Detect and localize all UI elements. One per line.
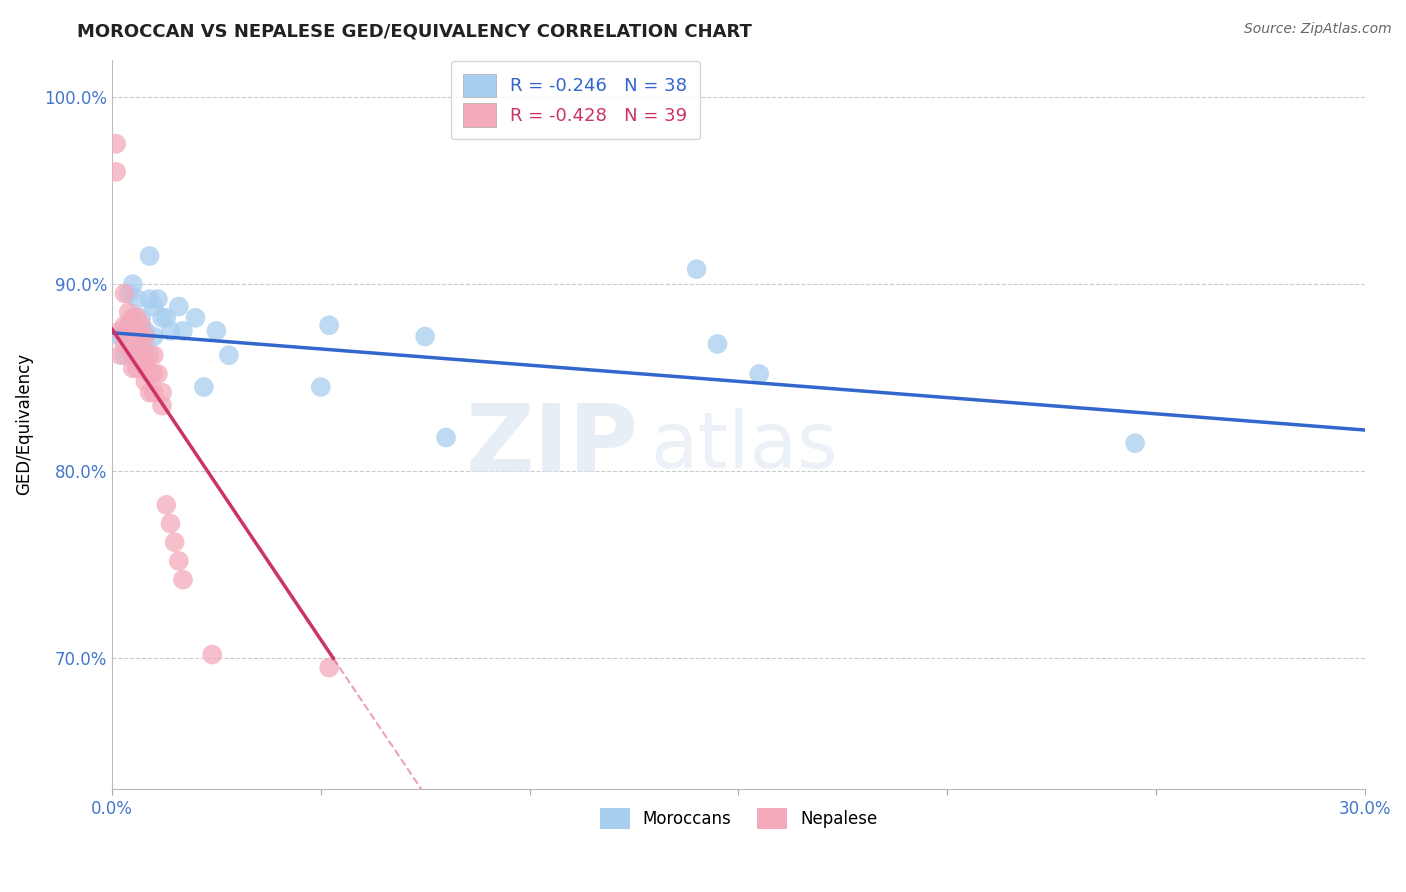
- Point: [121, 361, 143, 376]
- Legend: Moroccans, Nepalese: Moroccans, Nepalese: [593, 801, 884, 836]
- Point: [142, 367, 165, 381]
- Point: [205, 324, 228, 338]
- Text: MOROCCAN VS NEPALESE GED/EQUIVALENCY CORRELATION CHART: MOROCCAN VS NEPALESE GED/EQUIVALENCY COR…: [77, 22, 752, 40]
- Point: [129, 348, 152, 362]
- Point: [125, 348, 148, 362]
- Point: [138, 249, 160, 263]
- Point: [146, 292, 169, 306]
- Point: [434, 430, 457, 444]
- Point: [134, 324, 156, 338]
- Point: [138, 292, 160, 306]
- Point: [142, 329, 165, 343]
- Point: [159, 516, 181, 531]
- Point: [125, 292, 148, 306]
- Point: [150, 399, 173, 413]
- Point: [121, 277, 143, 291]
- Point: [184, 310, 207, 325]
- Point: [150, 385, 173, 400]
- Point: [121, 348, 143, 362]
- Point: [146, 367, 169, 381]
- Point: [118, 305, 141, 319]
- Point: [125, 361, 148, 376]
- Point: [121, 324, 143, 338]
- Point: [110, 348, 132, 362]
- Point: [125, 310, 148, 325]
- Y-axis label: GED/Equivalency: GED/Equivalency: [15, 353, 32, 495]
- Point: [142, 300, 165, 314]
- Point: [118, 329, 141, 343]
- Point: [114, 348, 136, 362]
- Point: [138, 367, 160, 381]
- Point: [150, 310, 173, 325]
- Point: [167, 554, 190, 568]
- Point: [748, 367, 770, 381]
- Point: [129, 324, 152, 338]
- Point: [118, 286, 141, 301]
- Point: [114, 326, 136, 340]
- Text: Source: ZipAtlas.com: Source: ZipAtlas.com: [1244, 22, 1392, 37]
- Point: [172, 573, 194, 587]
- Point: [413, 329, 436, 343]
- Point: [318, 318, 340, 333]
- Text: ZIP: ZIP: [465, 401, 638, 492]
- Point: [110, 329, 132, 343]
- Point: [118, 318, 141, 333]
- Point: [110, 324, 132, 338]
- Point: [138, 348, 160, 362]
- Point: [163, 535, 186, 549]
- Point: [114, 337, 136, 351]
- Point: [134, 375, 156, 389]
- Point: [134, 356, 156, 370]
- Point: [129, 356, 152, 370]
- Point: [125, 329, 148, 343]
- Point: [201, 648, 224, 662]
- Point: [155, 498, 177, 512]
- Point: [134, 337, 156, 351]
- Point: [114, 286, 136, 301]
- Point: [318, 660, 340, 674]
- Point: [167, 300, 190, 314]
- Point: [129, 337, 152, 351]
- Point: [105, 136, 128, 151]
- Point: [129, 318, 152, 333]
- Point: [134, 329, 156, 343]
- Point: [125, 348, 148, 362]
- Point: [685, 262, 707, 277]
- Point: [142, 348, 165, 362]
- Point: [193, 380, 215, 394]
- Point: [125, 324, 148, 338]
- Point: [309, 380, 332, 394]
- Point: [142, 385, 165, 400]
- Point: [155, 310, 177, 325]
- Point: [121, 310, 143, 325]
- Point: [121, 348, 143, 362]
- Point: [172, 324, 194, 338]
- Point: [218, 348, 240, 362]
- Point: [706, 337, 728, 351]
- Point: [138, 385, 160, 400]
- Point: [105, 165, 128, 179]
- Point: [114, 318, 136, 333]
- Point: [1123, 436, 1146, 450]
- Point: [121, 310, 143, 325]
- Text: atlas: atlas: [651, 409, 838, 484]
- Point: [159, 324, 181, 338]
- Point: [129, 310, 152, 325]
